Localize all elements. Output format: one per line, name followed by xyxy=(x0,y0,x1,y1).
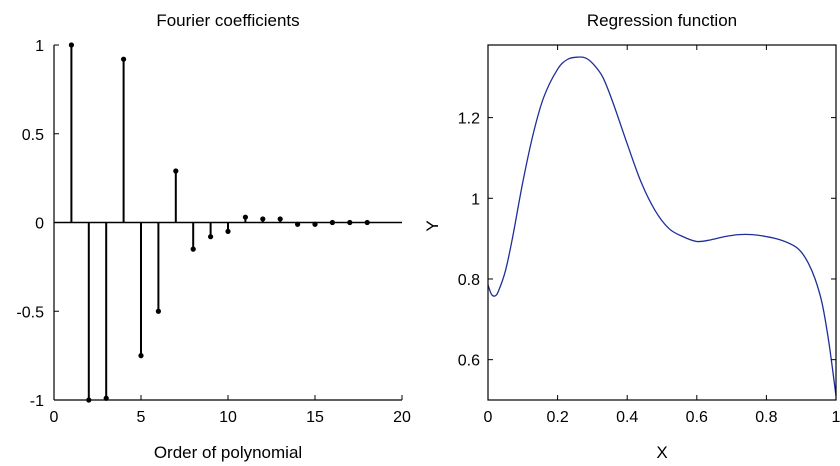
left-axes: 0 5 10 15 20 -1 -0.5 0 0.5 1 xyxy=(16,38,411,426)
right-axes: 0 0.2 0.4 0.6 0.8 1 0.6 0.8 1 1.2 xyxy=(458,44,840,426)
stem-marker-6 xyxy=(155,308,161,314)
plot-frame-right xyxy=(487,44,837,401)
stem-marker-18 xyxy=(364,219,370,226)
stem-marker-13 xyxy=(277,216,283,222)
x-tick-label-right: 0.6 xyxy=(686,409,708,426)
y-tick-label-right: 0.8 xyxy=(458,272,480,289)
y-axis-title-right: Y xyxy=(423,220,442,231)
plot-title-fourier: Fourier coefficients xyxy=(156,11,299,30)
stem-marker-9 xyxy=(208,234,214,240)
regression-function-panel: Regression function 0 0.2 0.4 0.6 0.8 1 0.6 0.8… xyxy=(423,11,840,462)
x-axis-title-right: X xyxy=(656,443,667,462)
x-axis-title-left: Order of polynomial xyxy=(154,443,302,462)
y-tick-label-left: 0 xyxy=(35,216,44,233)
stem-marker-10 xyxy=(225,228,231,234)
x-tick-label-left: 0 xyxy=(50,409,59,426)
x-tick-label-left: 10 xyxy=(219,409,237,426)
y-tick-label-left: -1 xyxy=(30,393,44,410)
stem-marker-11 xyxy=(242,214,248,220)
x-tick-label-left: 15 xyxy=(306,409,324,426)
x-tick-label-right: 0.8 xyxy=(755,409,777,426)
stem-marker-8 xyxy=(190,246,196,252)
stem-marker-4 xyxy=(121,56,127,62)
stem-marker-12 xyxy=(260,216,266,222)
x-tick-label-left: 5 xyxy=(137,409,146,426)
y-tick-label-left: 0.5 xyxy=(22,127,44,144)
y-tick-label-left: 1 xyxy=(35,38,44,55)
x-tick-label-right: 0 xyxy=(484,409,493,426)
stem-marker-14 xyxy=(295,221,301,227)
regression-line xyxy=(487,56,837,397)
y-tick-label-left: -0.5 xyxy=(16,304,44,321)
fourier-coefficients-panel: Fourier coefficients 0 5 10 15 20 -1 -0.5 0 0.5 1… xyxy=(16,11,411,462)
stem-marker-7 xyxy=(173,168,179,174)
stem-marker-1 xyxy=(68,42,74,48)
stem-marker-17 xyxy=(347,219,353,226)
stem-marker-16 xyxy=(329,219,335,226)
y-tick-label-right: 1 xyxy=(471,191,480,208)
stem-marker-5 xyxy=(138,353,144,359)
y-tick-label-right: 0.6 xyxy=(458,353,480,370)
x-tick-label-right: 0.2 xyxy=(546,409,568,426)
x-tick-label-left: 20 xyxy=(393,409,411,426)
x-tick-label-right: 0.4 xyxy=(616,409,638,426)
stem-series xyxy=(54,42,402,403)
stem-marker-15 xyxy=(312,221,318,227)
x-tick-label-right: 1 xyxy=(832,409,840,426)
y-tick-label-right: 1.2 xyxy=(458,111,480,128)
plot-title-regression: Regression function xyxy=(587,11,737,30)
